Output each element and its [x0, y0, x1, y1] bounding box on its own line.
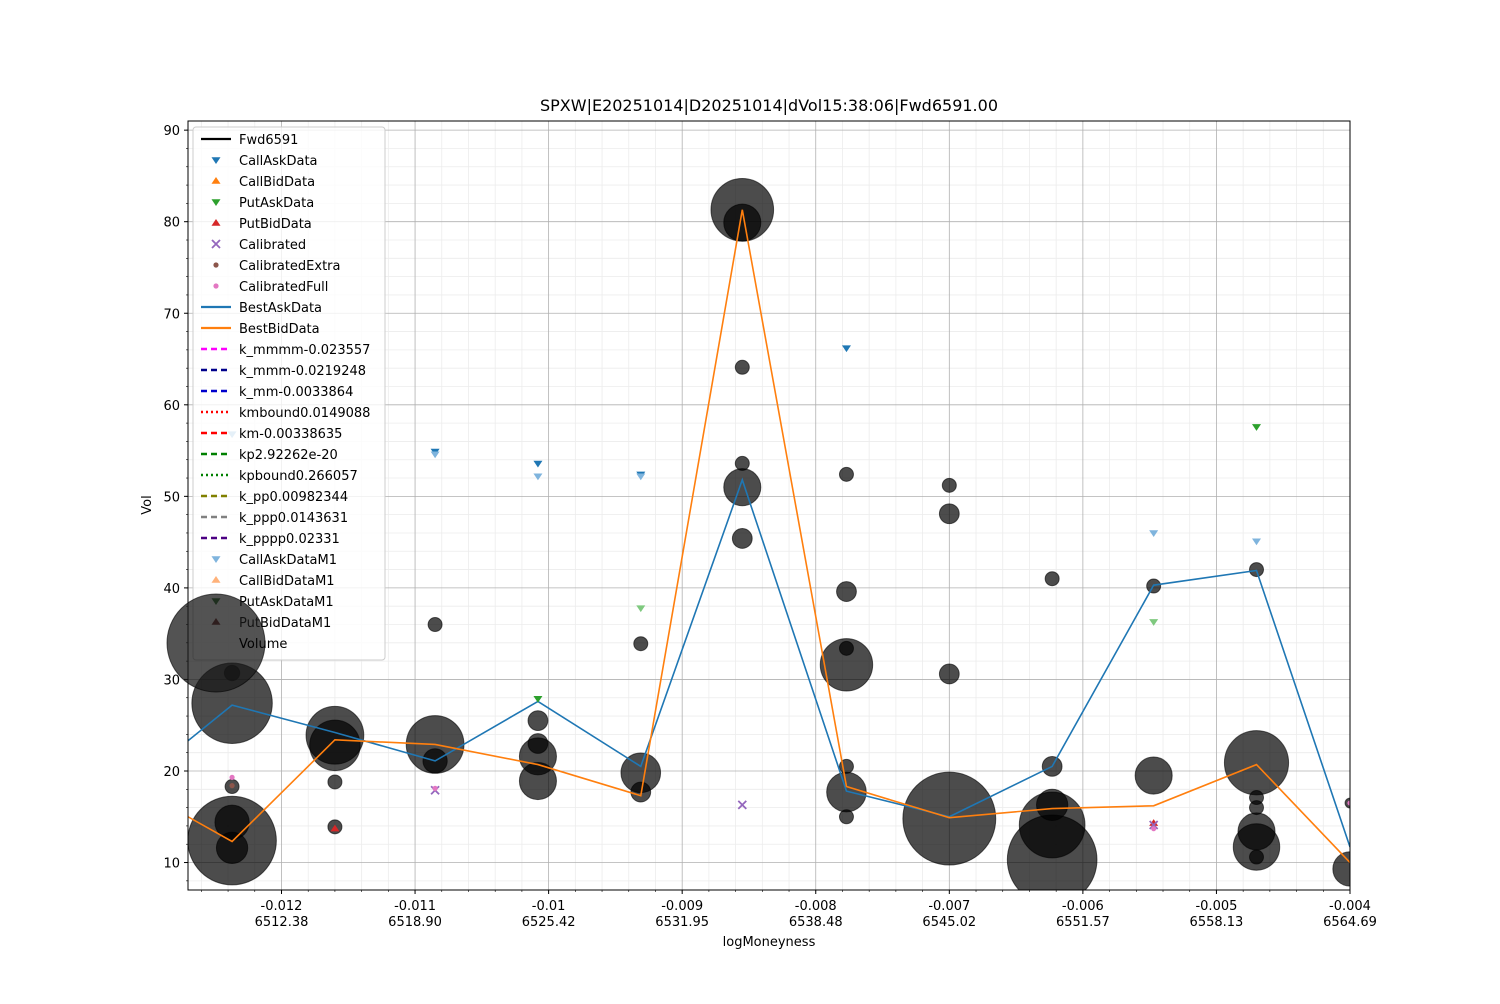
legend-label-kmbound0-0149088: kmbound0.0149088 — [239, 406, 370, 421]
legend-label-kpbound0-266057: kpbound0.266057 — [239, 469, 358, 484]
legend-swatch-calibratedextra — [213, 262, 218, 267]
y-tick-label: 60 — [163, 399, 180, 414]
legend-label-volume: Volume — [239, 637, 287, 652]
x-tick-label-secondary: 6512.38 — [255, 915, 309, 930]
volume-bubble — [837, 582, 857, 602]
legend-label-putaskdatam1: PutAskDataM1 — [239, 595, 334, 610]
volume-bubble — [1250, 850, 1264, 864]
legend-label-putaskdata: PutAskData — [239, 196, 314, 211]
x-tick-label: -0.012 — [261, 899, 303, 914]
volume-bubble — [939, 504, 959, 524]
volume-bubble — [839, 467, 853, 481]
legend-label-k-ppp0-0143631: k_ppp0.0143631 — [239, 511, 348, 526]
volume-bubble — [735, 456, 749, 470]
legend-label-bestaskdata: BestAskData — [239, 301, 322, 316]
volume-bubble — [634, 637, 648, 651]
volume-bubble — [942, 478, 956, 492]
legend-label-calibrated: Calibrated — [239, 238, 306, 253]
x-tick-label: -0.01 — [532, 899, 566, 914]
x-tick-label: -0.004 — [1329, 899, 1371, 914]
x-tick-label: -0.008 — [795, 899, 837, 914]
volume-bubble — [528, 711, 548, 731]
volume-bubble — [903, 772, 996, 865]
x-tick-label: -0.007 — [928, 899, 970, 914]
volume-bubble — [827, 772, 867, 812]
volume-bubble — [328, 775, 342, 789]
volume-bubble — [1250, 563, 1264, 577]
legend-label-callaskdata: CallAskData — [239, 154, 318, 169]
volume-bubble — [528, 734, 548, 754]
volume-bubble — [1238, 813, 1275, 850]
x-tick-label-secondary: 6558.13 — [1190, 915, 1244, 930]
legend-label-km-0-00338635: km-0.00338635 — [239, 427, 342, 442]
volume-bubble — [1135, 757, 1172, 794]
y-tick-label: 50 — [163, 490, 180, 505]
legend-label-k-pp0-00982344: k_pp0.00982344 — [239, 490, 348, 505]
volume-bubble — [939, 664, 959, 684]
legend-label-calibratedfull: CalibratedFull — [239, 280, 328, 295]
legend: Fwd6591 CallAskData CallBidData PutAskData P… — [167, 127, 385, 692]
volume-bubble — [839, 810, 853, 824]
x-tick-label: -0.005 — [1195, 899, 1237, 914]
x-tick-label-secondary: 6531.95 — [655, 915, 709, 930]
legend-label-calibratedextra: CalibratedExtra — [239, 259, 341, 274]
x-tick-label-secondary: 6525.42 — [522, 915, 576, 930]
legend-label-putbiddata: PutBidData — [239, 217, 312, 232]
y-tick-label: 30 — [163, 673, 180, 688]
x-tick-label: -0.009 — [661, 899, 703, 914]
x-tick-label: -0.011 — [394, 899, 436, 914]
x-tick-label-secondary: 6545.02 — [922, 915, 976, 930]
volume-bubble — [1250, 791, 1264, 805]
legend-label-k-mmmm-0-023557: k_mmmm-0.023557 — [239, 343, 370, 358]
legend-swatch-calibratedfull — [213, 283, 218, 288]
x-tick-label: -0.006 — [1062, 899, 1104, 914]
y-tick-label: 70 — [163, 307, 180, 322]
legend-label-callbiddata: CallBidData — [239, 175, 315, 190]
x-tick-label-secondary: 6564.69 — [1323, 915, 1377, 930]
legend-label-callbiddatam1: CallBidDataM1 — [239, 574, 335, 589]
legend-label-kp2-92262e-20: kp2.92262e-20 — [239, 448, 338, 463]
volume-bubble — [1045, 572, 1059, 586]
y-tick-label: 80 — [163, 216, 180, 231]
x-axis-label: logMoneyness — [723, 935, 816, 950]
legend-label-k-pppp0-02331: k_pppp0.02331 — [239, 532, 340, 547]
y-tick-label: 90 — [163, 124, 180, 139]
volume-bubble — [428, 618, 442, 632]
legend-label-fwd6591: Fwd6591 — [239, 133, 298, 148]
y-axis-label: Vol — [140, 495, 155, 514]
y-tick-label: 20 — [163, 765, 180, 780]
volume-bubble — [839, 641, 853, 655]
volume-bubble — [1224, 731, 1288, 795]
volume-bubble — [724, 469, 761, 506]
volume-bubble — [724, 204, 761, 241]
chart-title: SPXW|E20251014|D20251014|dVol15:38:06|Fw… — [540, 96, 998, 115]
legend-label-k-mm-0-0033864: k_mm-0.0033864 — [239, 385, 353, 400]
calibratedextra-marker — [229, 783, 234, 788]
y-tick-label: 40 — [163, 582, 180, 597]
calibratedfull-marker — [229, 775, 234, 780]
legend-label-k-mmm-0-0219248: k_mmm-0.0219248 — [239, 364, 366, 379]
x-tick-label-secondary: 6551.57 — [1056, 915, 1110, 930]
calibratedfull-marker — [432, 786, 437, 791]
volume-bubble — [735, 360, 749, 374]
x-tick-label-secondary: 6538.48 — [789, 915, 843, 930]
volume-bubble — [732, 529, 752, 549]
legend-label-bestbiddata: BestBidData — [239, 322, 320, 337]
y-tick-label: 10 — [163, 857, 180, 872]
calibratedfull-marker — [1151, 826, 1156, 831]
volume-bubble — [216, 832, 247, 863]
x-tick-label-secondary: 6518.90 — [388, 915, 442, 930]
legend-label-callaskdatam1: CallAskDataM1 — [239, 553, 337, 568]
volume-bubble — [1037, 789, 1068, 820]
